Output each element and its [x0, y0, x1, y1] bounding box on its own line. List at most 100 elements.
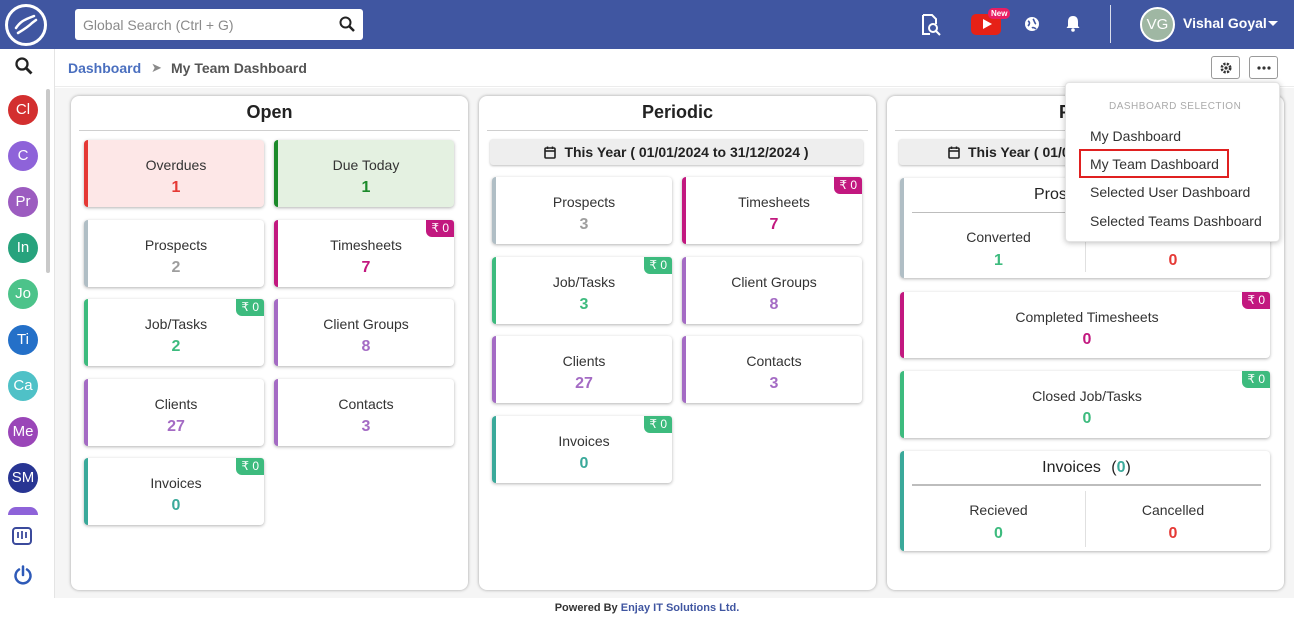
cancelled-cell: Cancelled 0: [1086, 491, 1260, 547]
date-range-selector[interactable]: This Year ( 01/01/2024 to 31/12/2024 ): [490, 139, 863, 165]
breadcrumb-dashboard-link[interactable]: Dashboard: [68, 60, 142, 76]
amount-badge: ₹ 0: [644, 257, 672, 274]
invoices-count-close: ): [1125, 459, 1131, 476]
card-value: 7: [769, 216, 779, 233]
sidebar-item-invoices[interactable]: In: [8, 233, 38, 263]
card-value: 0: [579, 455, 589, 472]
card-value: 3: [579, 296, 589, 313]
card-label: Prospects: [144, 237, 208, 253]
sidebar-item-partial[interactable]: [8, 507, 38, 515]
document-search-icon[interactable]: [921, 14, 941, 36]
amount-badge: ₹ 0: [1242, 371, 1270, 388]
card-value: 0: [1082, 331, 1092, 348]
client-groups-card[interactable]: Client Groups 8: [682, 257, 862, 324]
contacts-card[interactable]: Contacts 3: [274, 379, 454, 446]
sidebar-item-calendar[interactable]: Ca: [8, 371, 38, 401]
calendar-icon: [948, 146, 960, 159]
sidebar-item-jobs[interactable]: Jo: [8, 279, 38, 309]
sidebar: Cl C Pr In Jo Ti Ca Me SM: [0, 49, 55, 598]
app-logo[interactable]: [5, 4, 47, 46]
contacts-card[interactable]: Contacts 3: [682, 336, 862, 403]
completed-timesheets-card[interactable]: ₹ 0 Completed Timesheets 0: [900, 292, 1270, 358]
more-options-button[interactable]: [1249, 56, 1278, 79]
search-icon[interactable]: [15, 57, 33, 75]
amount-badge: ₹ 0: [834, 177, 862, 194]
client-groups-card[interactable]: Client Groups 8: [274, 299, 454, 366]
sidebar-item-label: Ti: [17, 331, 29, 348]
card-label: Timesheets: [330, 237, 402, 253]
globe-icon[interactable]: [1024, 16, 1040, 32]
invoices-summary-card[interactable]: Invoices (0) Recieved 0 Cancelled 0: [900, 451, 1270, 551]
card-label: Job/Tasks: [552, 274, 616, 290]
invoices-count: 0: [1116, 459, 1126, 476]
card-value: 2: [171, 259, 181, 276]
cell-label: Converted: [966, 229, 1031, 245]
global-search[interactable]: [75, 9, 363, 40]
top-navbar: New VG Vishal Goyal: [0, 0, 1294, 49]
card-label: Prospects: [552, 194, 616, 210]
user-avatar[interactable]: VG: [1140, 7, 1175, 42]
menu-item-selected-teams-dashboard[interactable]: Selected Teams Dashboard: [1090, 213, 1262, 229]
card-label: Timesheets: [738, 194, 810, 210]
jobtasks-card[interactable]: ₹ 0 Job/Tasks 2: [84, 299, 264, 366]
handshake-icon: [14, 14, 38, 35]
prospects-card[interactable]: Prospects 2: [84, 220, 264, 287]
sidebar-item-clients[interactable]: Cl: [8, 95, 38, 125]
invoices-count-open: (: [1111, 459, 1117, 476]
menu-item-my-team-dashboard[interactable]: My Team Dashboard: [1090, 156, 1219, 172]
search-icon[interactable]: [339, 16, 355, 32]
invoices-card[interactable]: ₹ 0 Invoices 0: [492, 416, 672, 483]
chevron-down-icon[interactable]: [1268, 21, 1278, 26]
prospects-card[interactable]: Prospects 3: [492, 177, 672, 244]
youtube-icon[interactable]: [971, 14, 1001, 35]
timesheets-card[interactable]: ₹ 0 Timesheets 7: [682, 177, 862, 244]
open-panel: Open Overdues 1 Due Today 1 Prospects 2 …: [71, 96, 468, 590]
sidebar-scrollbar[interactable]: [46, 89, 50, 273]
card-value: 3: [579, 216, 589, 233]
cell-label: Recieved: [969, 502, 1028, 518]
sidebar-item-label: In: [16, 239, 30, 256]
sidebar-item-contacts[interactable]: C: [8, 141, 38, 171]
card-value: 0: [171, 497, 181, 514]
due-today-card[interactable]: Due Today 1: [274, 140, 454, 207]
intercom-icon[interactable]: [12, 527, 32, 545]
power-icon[interactable]: [13, 565, 33, 585]
date-range-text: This Year ( 01/01/2024 to 31/12/2024 ): [564, 144, 809, 160]
card-value: 8: [361, 338, 371, 355]
footer-prefix: Powered By: [554, 602, 618, 614]
sidebar-item-prospects[interactable]: Pr: [8, 187, 38, 217]
sidebar-item-label: Cl: [15, 101, 31, 118]
sidebar-item-meetings[interactable]: Me: [8, 417, 38, 447]
navbar-divider: [1110, 5, 1111, 43]
amount-badge: ₹ 0: [236, 458, 264, 475]
cell-value: 0: [1168, 252, 1178, 269]
invoices-card[interactable]: ₹ 0 Invoices 0: [84, 458, 264, 525]
overdues-card[interactable]: Overdues 1: [84, 140, 264, 207]
breadcrumb-current: My Team Dashboard: [171, 60, 307, 76]
sidebar-item-label: Me: [12, 423, 34, 440]
menu-item-my-dashboard[interactable]: My Dashboard: [1090, 128, 1182, 144]
card-label: Closed Job/Tasks: [1032, 388, 1142, 404]
closed-jobtasks-card[interactable]: ₹ 0 Closed Job/Tasks 0: [900, 371, 1270, 438]
sidebar-item-label: Ca: [13, 377, 33, 394]
sidebar-item-timesheets[interactable]: Ti: [8, 325, 38, 355]
timesheets-card[interactable]: ₹ 0 Timesheets 7: [274, 220, 454, 287]
bell-icon[interactable]: [1066, 15, 1080, 32]
jobtasks-card[interactable]: ₹ 0 Job/Tasks 3: [492, 257, 672, 324]
cell-label: Cancelled: [1141, 502, 1205, 518]
sidebar-item-label: Pr: [15, 193, 31, 210]
cell-value: 0: [1168, 525, 1178, 542]
global-search-input[interactable]: [75, 9, 325, 40]
clients-card[interactable]: Clients 27: [84, 379, 264, 446]
dropdown-header: DASHBOARD SELECTION: [1109, 101, 1242, 112]
sidebar-item-sm[interactable]: SM: [8, 463, 38, 493]
card-value: 0: [1082, 410, 1092, 427]
invoices-title: Invoices: [1042, 459, 1101, 476]
card-label: Clients: [562, 353, 606, 369]
settings-button[interactable]: [1211, 56, 1240, 79]
clients-card[interactable]: Clients 27: [492, 336, 672, 403]
menu-item-selected-user-dashboard[interactable]: Selected User Dashboard: [1090, 184, 1251, 200]
user-name[interactable]: Vishal Goyal: [1183, 15, 1267, 31]
footer-company-link[interactable]: Enjay IT Solutions Ltd.: [620, 602, 740, 614]
card-label: Clients: [154, 396, 198, 412]
